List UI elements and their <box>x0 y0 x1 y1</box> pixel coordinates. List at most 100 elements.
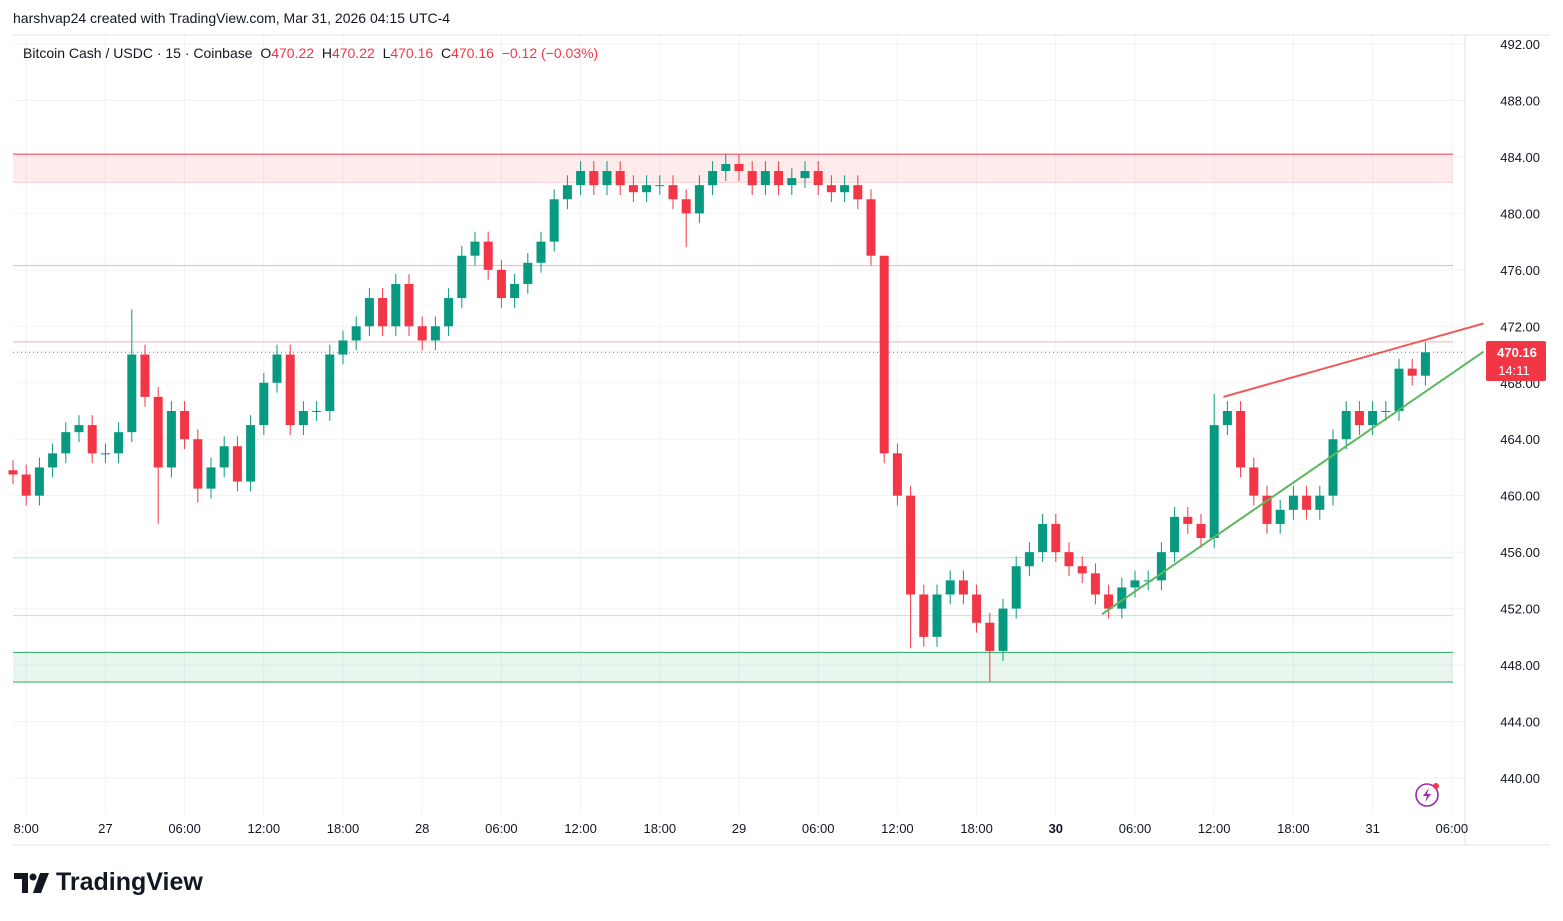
candle <box>34 457 44 506</box>
symbol-legend: Bitcoin Cash / USDC · 15 · Coinbase O470… <box>23 45 598 61</box>
candle <box>285 344 295 435</box>
candle <box>1104 584 1114 619</box>
candle-body <box>34 467 44 496</box>
candle-body <box>1209 425 1219 539</box>
candle <box>826 175 836 203</box>
candle <box>998 598 1008 661</box>
candle-body <box>892 453 902 496</box>
candle <box>100 443 110 464</box>
candle-body <box>774 171 784 186</box>
open-label: O <box>260 45 272 61</box>
candle <box>312 401 322 421</box>
candle-body <box>602 171 612 186</box>
candle-body <box>1249 467 1259 496</box>
candle <box>1117 577 1127 619</box>
time-tick-label: 30 <box>1049 821 1063 836</box>
candle-body <box>562 185 572 200</box>
candle-body <box>496 269 506 299</box>
candle <box>1038 514 1048 563</box>
candle-body <box>840 185 850 193</box>
candle <box>114 422 124 464</box>
candle-body <box>391 283 401 327</box>
candle <box>747 161 757 196</box>
candle-body <box>272 354 282 383</box>
candle <box>800 161 810 188</box>
trendline-lower <box>1101 350 1485 616</box>
candle-body <box>1183 516 1193 524</box>
low-value: 470.16 <box>390 45 434 61</box>
candle-body <box>879 255 889 454</box>
candle-body <box>1130 580 1140 588</box>
candle <box>1249 457 1259 506</box>
lightning-circle <box>1415 783 1439 807</box>
time-tick-label: 31 <box>1365 821 1379 836</box>
candle <box>1222 401 1232 435</box>
price-tick-label: 484.00 <box>1500 150 1540 165</box>
close-value: 470.16 <box>451 45 494 61</box>
candle-body <box>906 495 916 595</box>
candle <box>1341 401 1351 450</box>
candle <box>1156 542 1166 591</box>
candle <box>74 415 84 443</box>
candle-body <box>298 410 308 426</box>
tradingview-logo[interactable]: TradingView <box>14 868 203 897</box>
candle-body <box>285 354 295 426</box>
candle-body <box>312 410 322 412</box>
candle-body <box>1170 516 1180 553</box>
candle <box>1051 514 1061 563</box>
candle <box>1275 499 1285 534</box>
candle-body <box>1051 523 1061 553</box>
candle-body <box>1381 410 1391 412</box>
candle <box>444 288 454 337</box>
candle <box>628 175 638 203</box>
candle-body <box>1222 410 1232 426</box>
candle <box>180 401 190 450</box>
candle-body <box>1156 552 1166 581</box>
candle <box>589 161 599 196</box>
candle-body <box>1196 523 1206 539</box>
candle <box>378 288 388 337</box>
time-tick-label: 28 <box>415 821 429 836</box>
candle-body <box>760 171 770 186</box>
price-tick-label: 448.00 <box>1500 658 1540 673</box>
price-tick-label: 464.00 <box>1500 432 1540 447</box>
price-tick-label: 456.00 <box>1500 545 1540 560</box>
candle <box>404 274 414 337</box>
candle-body <box>1038 523 1048 553</box>
candle <box>21 464 31 506</box>
candle <box>483 231 493 280</box>
candle-body <box>166 410 176 468</box>
candle-body <box>972 594 982 623</box>
candle-body <box>430 326 440 341</box>
candle <box>1011 556 1021 619</box>
lightning-bolt <box>1423 788 1431 802</box>
candle <box>774 161 784 196</box>
candle <box>298 401 308 435</box>
candle-body <box>800 171 810 179</box>
candle-body <box>364 298 374 327</box>
time-tick-label: 29 <box>732 821 746 836</box>
candle <box>642 175 652 203</box>
candle-body <box>21 474 31 496</box>
lightning-icon[interactable] <box>1415 783 1439 807</box>
candle-body <box>404 283 414 327</box>
candle-body <box>985 622 995 651</box>
candle-body <box>1368 410 1378 426</box>
candle-body <box>510 283 520 299</box>
candle-body <box>259 382 269 426</box>
candle-body <box>114 432 124 454</box>
candle-body <box>813 171 823 186</box>
candle <box>338 330 348 365</box>
candle-body <box>1315 495 1325 510</box>
candle <box>1090 563 1100 605</box>
candle-body <box>1341 410 1351 440</box>
candle <box>1077 556 1087 584</box>
candle-body <box>1143 580 1153 582</box>
time-tick-label: 06:00 <box>168 821 201 836</box>
candle <box>364 288 374 337</box>
candle <box>787 168 797 196</box>
candle <box>87 415 97 464</box>
candle <box>470 231 480 266</box>
candle <box>246 415 256 492</box>
